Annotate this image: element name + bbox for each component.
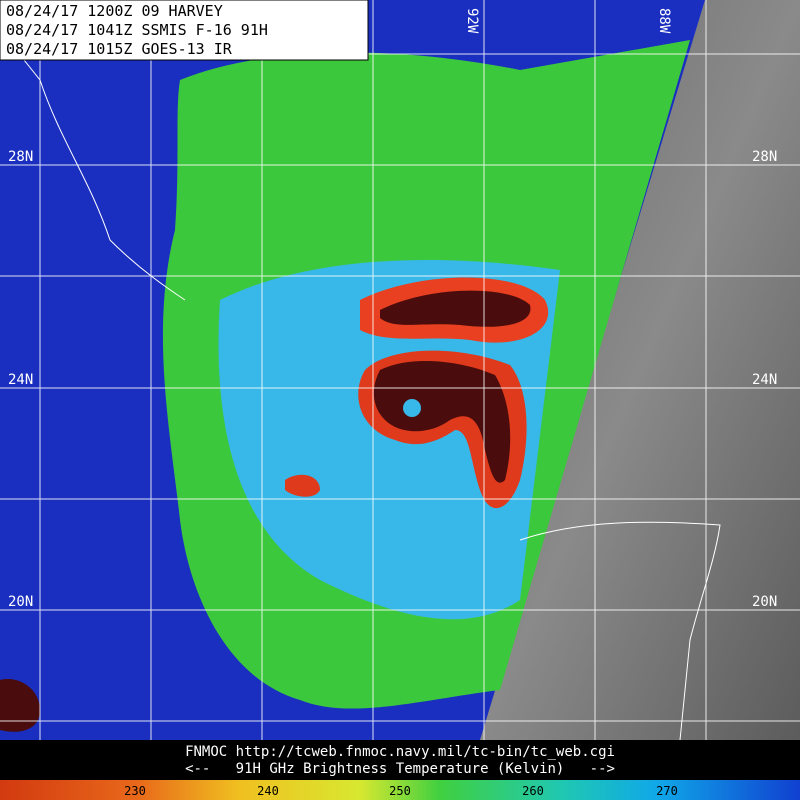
footer-source: FNMOC http://tcweb.fnmoc.navy.mil/tc-bin… <box>185 744 615 760</box>
ir-region <box>480 0 800 740</box>
colorbar-label: 250 <box>389 784 411 798</box>
cell <box>0 679 40 732</box>
lat-label: 28N <box>8 149 33 165</box>
colorbar-label: 270 <box>656 784 678 798</box>
footer <box>0 740 800 780</box>
colorbar-label: 240 <box>257 784 279 798</box>
lat-label: 24N <box>752 372 777 388</box>
graticule <box>0 0 800 740</box>
colorbar-label: 260 <box>522 784 544 798</box>
header-line: 08/24/17 1041Z SSMIS F-16 91H <box>6 21 268 39</box>
header-line: 08/24/17 1200Z 09 HARVEY <box>6 2 223 20</box>
lat-label: 20N <box>8 594 33 610</box>
lon-label: 88W <box>656 8 672 34</box>
coastline <box>519 521 721 741</box>
cell <box>285 474 320 497</box>
lat-label: 24N <box>8 372 33 388</box>
lat-label: 28N <box>752 149 777 165</box>
rainband-core <box>380 290 531 327</box>
lat-label: 20N <box>752 594 777 610</box>
lon-label: 92W <box>464 8 480 34</box>
colorbar-label: 230 <box>124 784 146 798</box>
eyewall-core <box>373 360 511 483</box>
colorbar <box>0 780 800 800</box>
cool-region <box>218 260 560 620</box>
header-box <box>0 0 369 61</box>
coastline <box>0 29 186 301</box>
eye <box>403 399 421 417</box>
header-line: 08/24/17 1015Z GOES-13 IR <box>6 40 233 58</box>
footer-caption: <-- 91H GHz Brightness Temperature (Kelv… <box>185 761 615 777</box>
